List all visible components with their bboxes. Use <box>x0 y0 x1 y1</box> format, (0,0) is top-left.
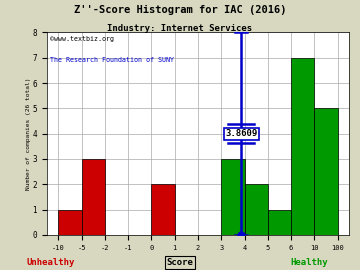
Bar <box>291 58 314 235</box>
Bar <box>314 108 338 235</box>
Bar <box>58 210 82 235</box>
Bar <box>244 184 268 235</box>
Bar <box>82 159 105 235</box>
Text: Score: Score <box>167 258 193 267</box>
Y-axis label: Number of companies (26 total): Number of companies (26 total) <box>26 77 31 190</box>
Text: Z''-Score Histogram for IAC (2016): Z''-Score Histogram for IAC (2016) <box>74 5 286 15</box>
Text: Healthy: Healthy <box>291 258 328 267</box>
Text: 3.8609: 3.8609 <box>225 129 257 138</box>
Text: Industry: Internet Services: Industry: Internet Services <box>107 24 253 33</box>
Text: ©www.textbiz.org: ©www.textbiz.org <box>50 36 114 42</box>
Bar <box>221 159 244 235</box>
Text: The Research Foundation of SUNY: The Research Foundation of SUNY <box>50 57 174 63</box>
Bar <box>152 184 175 235</box>
Bar <box>268 210 291 235</box>
Text: Unhealthy: Unhealthy <box>26 258 75 267</box>
